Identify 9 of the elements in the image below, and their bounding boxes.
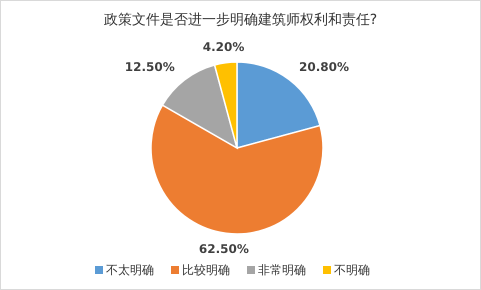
legend-label: 非常明确 (258, 263, 306, 277)
legend-label: 不明确 (334, 263, 370, 277)
data-label: 4.20% (202, 40, 244, 54)
data-label: 62.50% (198, 242, 249, 256)
chart-title: 政策文件是否进一步明确建筑师权利和责任? (104, 12, 378, 28)
legend-label: 不太明确 (106, 263, 154, 277)
data-label: 12.50% (124, 60, 175, 74)
data-label: 20.80% (299, 60, 349, 74)
legend-label: 比较明确 (182, 263, 230, 277)
